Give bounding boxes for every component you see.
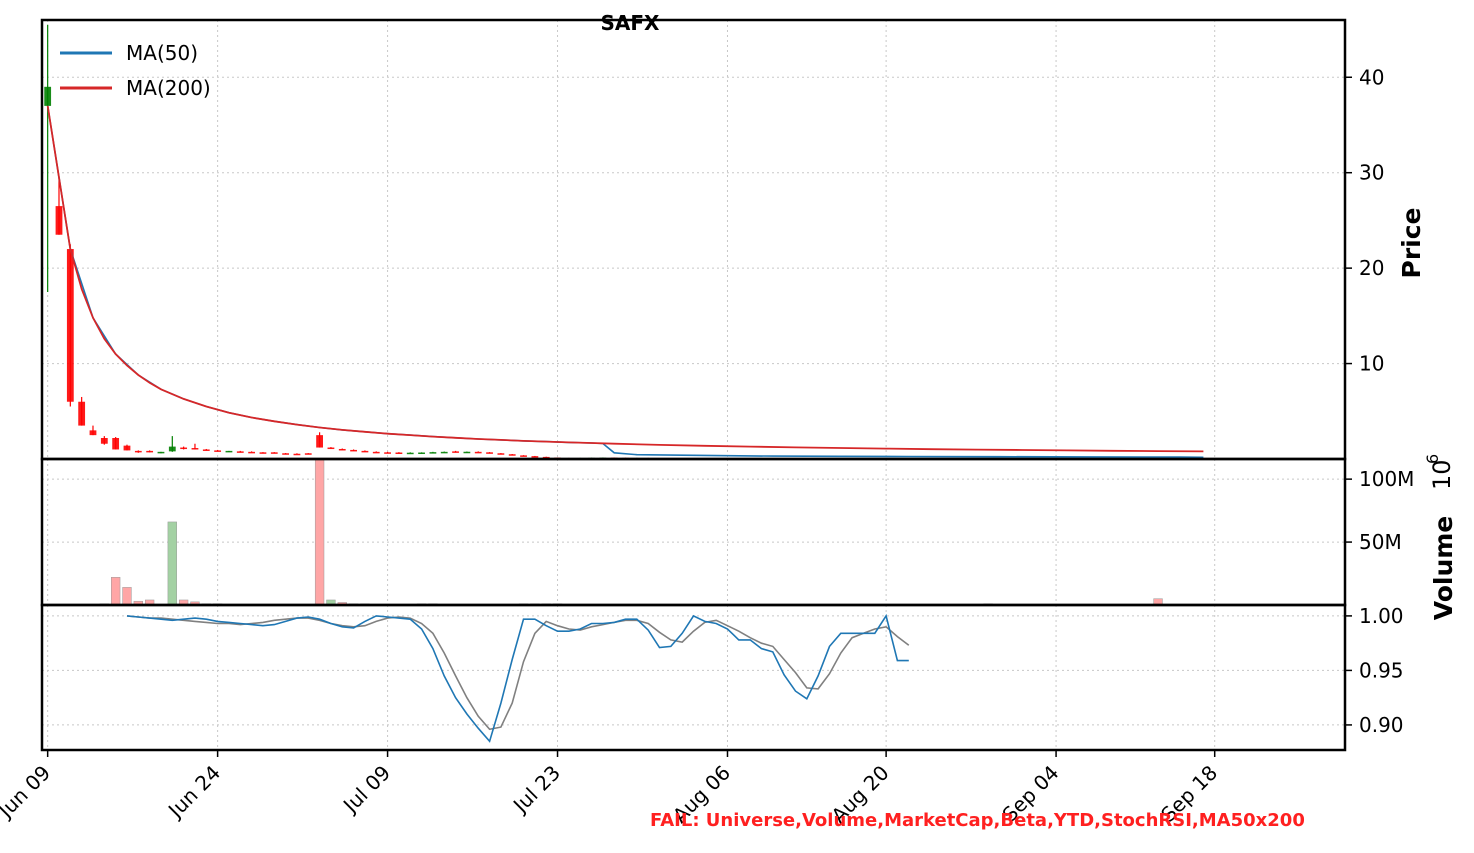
candle-body — [214, 450, 222, 452]
volume-bar — [314, 458, 325, 606]
candle-body — [44, 86, 52, 106]
legend-label-ma200: MA(200) — [126, 76, 211, 100]
candle-body — [282, 453, 290, 455]
ratio-plot — [126, 613, 910, 743]
volume-y-tick-label: 50M — [1359, 530, 1402, 554]
price-plot — [44, 24, 1207, 460]
volume-axis-label-group: Volume 10 6 — [1423, 454, 1458, 620]
price-y-tick-label: 30 — [1359, 161, 1384, 185]
x-tick-label: Jul 23 — [507, 761, 565, 819]
volume-plot — [99, 458, 1163, 606]
candle-body — [497, 453, 505, 455]
candle-body — [372, 451, 380, 454]
volume-scale-exponent: 6 — [1423, 454, 1442, 464]
candle-body — [327, 447, 335, 450]
candle-body — [180, 447, 188, 450]
volume-bar — [122, 587, 132, 606]
candle-body — [134, 450, 142, 453]
price-y-tick-label: 40 — [1359, 65, 1384, 89]
volume-scale-base: 10 — [1428, 459, 1456, 490]
ratio-blue-line — [126, 613, 909, 743]
candle-body — [304, 453, 312, 455]
ratio-y-tick-label: 0.90 — [1359, 713, 1404, 737]
candle-body — [168, 446, 176, 452]
candle-body — [440, 451, 448, 454]
candle-body — [429, 452, 437, 454]
ma200-line — [46, 105, 1204, 453]
ma50-line — [46, 105, 1204, 459]
candle-body — [463, 451, 471, 454]
candle-body — [270, 452, 278, 454]
candle-body — [395, 452, 403, 455]
candle-body — [55, 206, 63, 235]
price-y-tick-label: 20 — [1359, 256, 1384, 280]
candle-body — [236, 451, 244, 453]
price-y-tick-label: 10 — [1359, 352, 1384, 376]
candle-body — [316, 435, 323, 448]
chart-title: SAFX — [601, 11, 661, 35]
candle-body — [66, 249, 74, 402]
axes-frames — [40, 18, 1347, 752]
candle-body — [146, 450, 154, 453]
volume-frame — [40, 457, 1347, 607]
candle-body — [452, 451, 459, 453]
candle-body — [112, 438, 120, 450]
volume-bar — [110, 577, 121, 606]
candle-body — [474, 451, 482, 454]
grid-layer — [42, 20, 1345, 750]
fail-annotation: FAIL: Universe,Volume,MarketCap,Beta,YTD… — [650, 810, 1305, 831]
candle-body — [520, 455, 527, 457]
candle-body — [123, 445, 131, 451]
volume-bar — [167, 521, 177, 606]
ratio-y-tick-label: 1.00 — [1359, 604, 1404, 628]
candle-body — [89, 430, 97, 436]
price-axis-label: Price — [1397, 208, 1426, 279]
candle-body — [361, 450, 369, 453]
candle-body — [531, 456, 539, 458]
candle-body — [486, 452, 493, 454]
candle-body — [293, 453, 301, 456]
candle-body — [384, 452, 391, 454]
x-tick-label: Jul 09 — [337, 761, 395, 819]
x-tick-label: Jun 24 — [162, 761, 225, 824]
candle-body — [191, 448, 199, 450]
candle-body — [406, 452, 414, 455]
candle-body — [542, 456, 550, 459]
candle-body — [259, 452, 267, 454]
candle-body — [338, 448, 346, 451]
volume-axis-label: Volume — [1429, 516, 1458, 621]
candle-body — [508, 454, 516, 456]
candle-body — [202, 449, 210, 451]
candle-body — [157, 451, 165, 454]
candle-body — [225, 450, 233, 453]
ratio-frame — [40, 603, 1347, 752]
candle-body — [100, 438, 108, 444]
volume-y-tick-label: 100M — [1359, 467, 1414, 491]
candle-body — [350, 449, 357, 452]
candle-body — [248, 451, 256, 454]
x-tick-label: Jun 09 — [0, 761, 55, 824]
ratio-y-tick-label: 0.95 — [1359, 658, 1404, 682]
ratio-gray-line — [126, 615, 910, 731]
candle-body — [78, 401, 86, 426]
legend: MA(50) MA(200) — [60, 41, 211, 100]
price-frame — [40, 18, 1347, 461]
candle-body — [418, 452, 425, 455]
legend-label-ma50: MA(50) — [126, 41, 198, 65]
